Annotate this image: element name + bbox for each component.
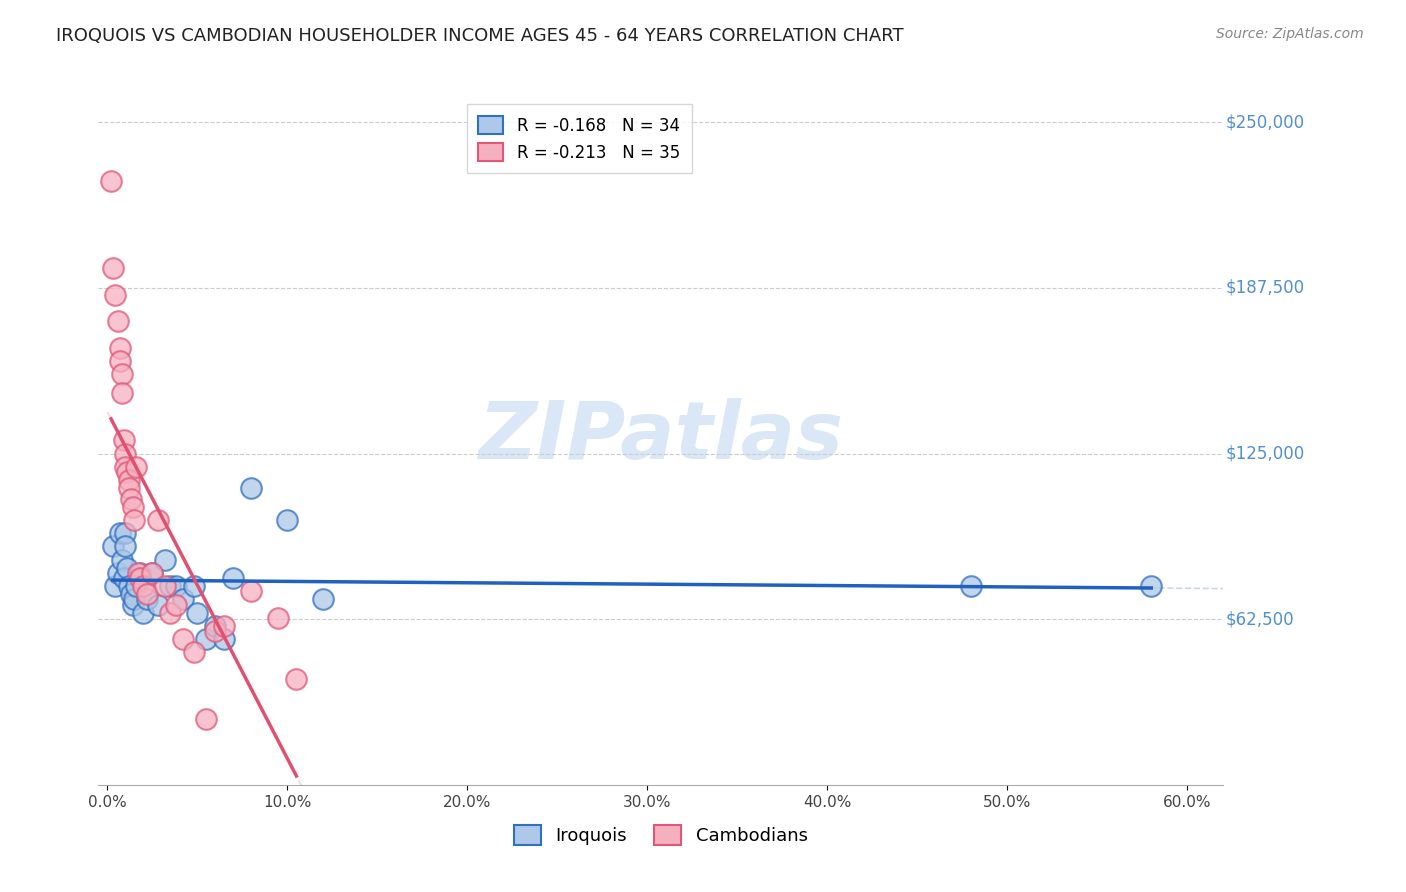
Point [153,579,176,593]
Point [115,560,138,574]
Point [128,566,150,580]
Point [165,579,187,593]
Point [118,481,141,495]
Point [132,579,155,593]
Text: IROQUOIS VS CAMBODIAN HOUSEHOLDER INCOME AGES 45 - 64 YEARS CORRELATION CHART: IROQUOIS VS CAMBODIAN HOUSEHOLDER INCOME… [56,27,904,45]
Point [107,314,129,328]
Point [104,287,127,301]
Legend: Iroquois, Cambodians: Iroquois, Cambodians [506,818,815,853]
Text: $62,500: $62,500 [1226,610,1294,628]
Point [141,566,163,580]
Point [195,632,218,647]
Point [101,261,124,276]
Point [204,624,226,639]
Point [125,459,148,474]
Point [183,579,205,593]
Point [146,513,169,527]
Point [111,367,134,381]
Point [285,672,308,686]
Point [112,434,135,448]
Point [100,174,122,188]
Point [111,385,134,400]
Point [132,606,155,620]
Point [127,566,149,580]
Point [114,540,136,554]
Point [121,500,143,514]
Point [204,619,226,633]
Point [240,481,263,495]
Point [108,341,131,355]
Text: $187,500: $187,500 [1226,279,1305,297]
Point [195,712,218,726]
Point [276,513,298,527]
Point [104,579,127,593]
Point [112,571,135,585]
Point [141,566,163,580]
Point [136,587,159,601]
Point [114,526,136,541]
Point [240,584,263,599]
Point [165,598,187,612]
Point [267,611,290,625]
Point [159,579,181,593]
Point [222,571,245,585]
Point [186,606,208,620]
Text: $250,000: $250,000 [1226,113,1305,131]
Point [118,473,141,487]
Text: $125,000: $125,000 [1226,444,1305,463]
Point [183,645,205,659]
Point [159,606,181,620]
Point [108,354,131,368]
Point [214,619,236,633]
Point [107,566,129,580]
Point [125,579,148,593]
Point [114,447,136,461]
Point [118,579,141,593]
Text: ZIPatlas: ZIPatlas [478,398,844,476]
Point [1140,579,1163,593]
Point [101,540,124,554]
Point [111,552,134,566]
Point [115,465,138,479]
Point [172,632,194,647]
Point [124,592,146,607]
Point [214,632,236,647]
Point [128,571,150,585]
Point [120,587,142,601]
Point [172,592,194,607]
Point [121,598,143,612]
Point [153,552,176,566]
Text: Source: ZipAtlas.com: Source: ZipAtlas.com [1216,27,1364,41]
Point [114,459,136,474]
Point [146,598,169,612]
Point [120,491,142,506]
Point [312,592,335,607]
Point [960,579,983,593]
Point [136,592,159,607]
Point [124,513,146,527]
Point [108,526,131,541]
